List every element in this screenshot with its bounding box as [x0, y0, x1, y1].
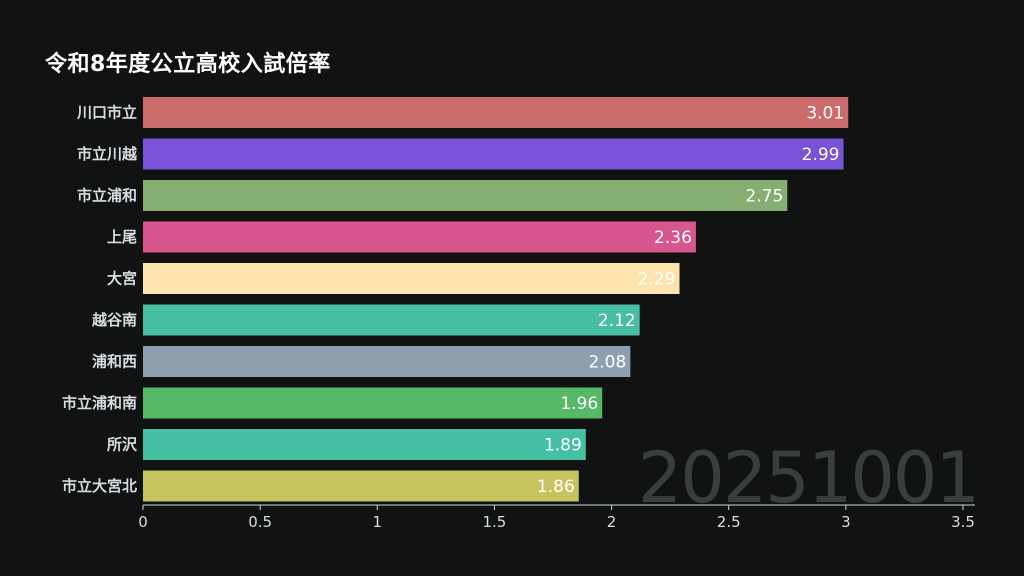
- value-labels: 3.01 2.99 2.75 2.36 2.29 2.12 2.08 1.96 1.89 1.86: [537, 104, 844, 498]
- value-label-3: 2.75: [745, 187, 783, 207]
- bar-2: [143, 138, 844, 170]
- value-label-1: 3.01: [806, 104, 844, 124]
- category-label-2: 市立川越: [77, 145, 138, 163]
- x-tick-label-8: 3.5: [951, 513, 975, 531]
- value-label-5: 2.29: [638, 270, 676, 290]
- bars-group: [143, 97, 849, 502]
- value-label-2: 2.99: [802, 145, 840, 165]
- category-label-4: 上尾: [107, 228, 137, 246]
- value-label-9: 1.89: [544, 436, 582, 456]
- category-label-7: 浦和西: [92, 353, 137, 371]
- x-tick-label-6: 2.5: [717, 513, 741, 531]
- x-tick-label-4: 1.5: [482, 513, 506, 531]
- value-label-7: 2.08: [588, 353, 626, 373]
- category-label-5: 大宮: [107, 270, 137, 288]
- value-label-8: 1.96: [560, 394, 598, 414]
- value-label-4: 2.36: [654, 228, 692, 248]
- category-label-10: 市立大宮北: [62, 477, 137, 495]
- bar-1: [143, 97, 849, 128]
- bar-6: [143, 304, 640, 336]
- bar-4: [143, 221, 696, 253]
- bar-5: [143, 263, 680, 294]
- value-label-10: 1.86: [537, 477, 575, 497]
- category-label-8: 市立浦和南: [62, 394, 137, 412]
- x-axis: 0 0.5 1 1.5 2 2.5 3 3.5: [138, 504, 975, 531]
- bar-9: [143, 429, 586, 460]
- bar-8: [143, 387, 603, 419]
- bar-10: [143, 470, 579, 502]
- date-watermark: 20251001: [638, 437, 978, 519]
- category-label-9: 所沢: [107, 436, 138, 454]
- x-tick-label-7: 3: [841, 513, 851, 531]
- chart-title: 令和8年度公立高校入試倍率: [45, 52, 331, 77]
- x-tick-label-3: 1: [373, 513, 383, 531]
- category-label-6: 越谷南: [91, 311, 137, 329]
- bar-7: [143, 346, 631, 377]
- value-label-6: 2.12: [598, 311, 636, 331]
- x-tick-label-1: 0: [138, 513, 148, 531]
- x-tick-label-2: 0.5: [248, 513, 272, 531]
- x-tick-label-5: 2: [607, 513, 617, 531]
- category-label-1: 川口市立: [76, 104, 137, 122]
- bar-3: [143, 180, 788, 211]
- category-label-3: 市立浦和: [77, 187, 137, 205]
